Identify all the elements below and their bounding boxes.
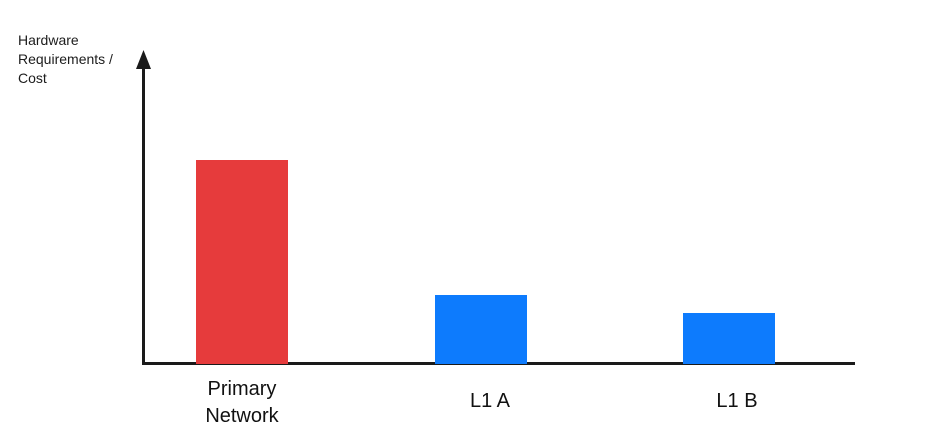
bar-l1-a [435, 295, 527, 364]
bar-l1-b [683, 313, 775, 364]
y-axis-arrow-icon [136, 50, 151, 69]
x-axis-label-l1-b: L1 B [716, 390, 758, 412]
y-axis-label: Hardware Requirements / Cost [18, 32, 113, 86]
x-axis-label-primary-network: Primary Network [205, 378, 279, 427]
bar-primary-network [196, 160, 288, 364]
x-axis-label-l1-a: L1 A [469, 390, 511, 412]
